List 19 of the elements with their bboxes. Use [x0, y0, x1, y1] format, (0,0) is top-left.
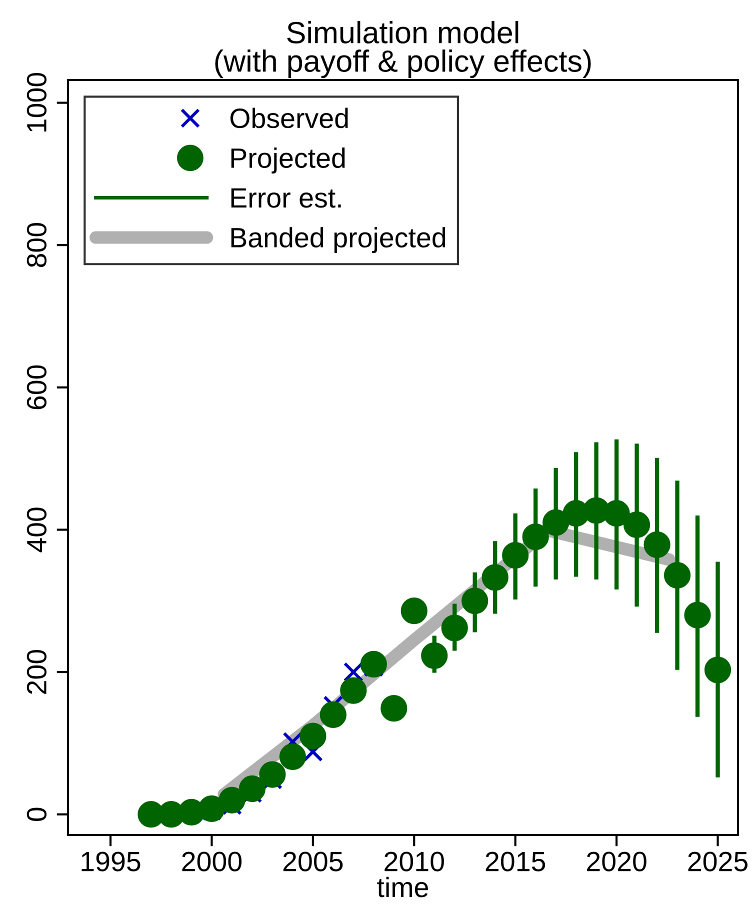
y-tick-label: 400	[26, 508, 47, 552]
x-tick-label: 1995	[82, 852, 140, 872]
y-tick-label: 200	[26, 650, 47, 694]
x-tick-label: 2020	[587, 852, 646, 872]
y-tick-label: 0	[26, 808, 47, 821]
x-axis-title: time	[377, 876, 428, 898]
y-tick-label: 1000	[26, 72, 47, 132]
x-tick-label: 2010	[384, 852, 444, 872]
x-tick-label: 2025	[688, 852, 748, 872]
y-tick-label: 800	[26, 223, 47, 268]
x-tick-label: 2005	[283, 852, 343, 872]
chart-title: Simulation model (with payoff & policy effects)	[215, 21, 591, 78]
annotation: Error est.	[231, 188, 341, 208]
x-tick-label: 2000	[182, 852, 242, 872]
legend-label: Observed	[230, 108, 348, 128]
legend-label: Banded projected	[231, 227, 446, 254]
y-tick-label: 600	[26, 365, 47, 410]
x-tick-label: 2015	[486, 852, 546, 872]
legend-label: Projected	[231, 148, 345, 174]
